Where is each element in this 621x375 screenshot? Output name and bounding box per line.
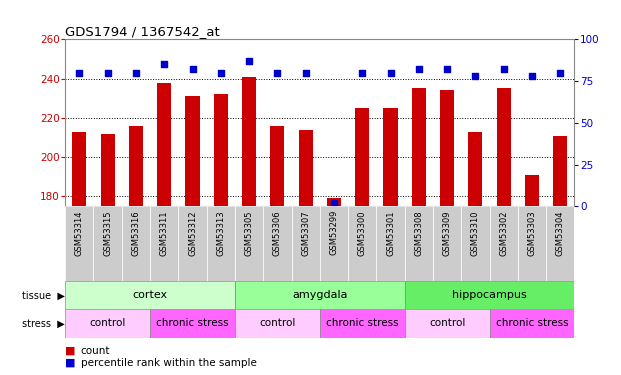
Text: GSM53315: GSM53315 bbox=[103, 210, 112, 255]
Text: GSM53301: GSM53301 bbox=[386, 210, 395, 255]
Bar bbox=[525, 175, 539, 206]
Bar bbox=[320, 206, 348, 281]
Point bbox=[131, 70, 141, 76]
Text: percentile rank within the sample: percentile rank within the sample bbox=[81, 358, 256, 368]
Text: ■: ■ bbox=[65, 358, 76, 368]
Point bbox=[301, 70, 310, 76]
Text: GSM53312: GSM53312 bbox=[188, 210, 197, 255]
Text: chronic stress: chronic stress bbox=[326, 318, 399, 328]
Bar bbox=[65, 281, 235, 309]
Bar bbox=[242, 76, 256, 206]
Bar bbox=[150, 309, 235, 338]
Bar bbox=[299, 130, 313, 206]
Bar bbox=[214, 94, 228, 206]
Text: hippocampus: hippocampus bbox=[452, 290, 527, 300]
Bar bbox=[468, 132, 483, 206]
Text: GSM53300: GSM53300 bbox=[358, 210, 367, 255]
Bar bbox=[122, 206, 150, 281]
Bar bbox=[270, 126, 284, 206]
Bar bbox=[291, 206, 320, 281]
Text: GSM53311: GSM53311 bbox=[160, 210, 169, 255]
Bar bbox=[433, 206, 461, 281]
Bar bbox=[405, 281, 574, 309]
Bar bbox=[235, 281, 405, 309]
Bar bbox=[235, 309, 320, 338]
Bar bbox=[327, 198, 341, 206]
Text: GSM53303: GSM53303 bbox=[527, 210, 537, 256]
Bar bbox=[94, 206, 122, 281]
Text: GDS1794 / 1367542_at: GDS1794 / 1367542_at bbox=[65, 25, 220, 38]
Bar bbox=[263, 206, 291, 281]
Bar bbox=[489, 206, 518, 281]
Point bbox=[216, 70, 226, 76]
Bar bbox=[101, 134, 115, 206]
Bar bbox=[150, 206, 178, 281]
Text: GSM53306: GSM53306 bbox=[273, 210, 282, 256]
Bar bbox=[405, 206, 433, 281]
Text: GSM53307: GSM53307 bbox=[301, 210, 310, 256]
Point bbox=[555, 70, 565, 76]
Point bbox=[414, 66, 424, 72]
Bar bbox=[320, 309, 405, 338]
Point bbox=[244, 58, 254, 64]
Text: control: control bbox=[89, 318, 126, 328]
Point bbox=[357, 70, 367, 76]
Text: chronic stress: chronic stress bbox=[156, 318, 229, 328]
Text: GSM53305: GSM53305 bbox=[245, 210, 253, 255]
Point bbox=[188, 66, 197, 72]
Bar bbox=[461, 206, 489, 281]
Bar bbox=[405, 309, 489, 338]
Bar bbox=[518, 206, 546, 281]
Text: ■: ■ bbox=[65, 346, 76, 355]
Bar bbox=[497, 88, 510, 206]
Text: stress  ▶: stress ▶ bbox=[22, 318, 65, 328]
Text: GSM53299: GSM53299 bbox=[330, 210, 338, 255]
Text: control: control bbox=[429, 318, 465, 328]
Bar bbox=[72, 132, 86, 206]
Point bbox=[159, 62, 169, 68]
Text: GSM53309: GSM53309 bbox=[443, 210, 451, 255]
Text: GSM53308: GSM53308 bbox=[414, 210, 424, 256]
Text: cortex: cortex bbox=[132, 290, 168, 300]
Bar bbox=[178, 206, 207, 281]
Text: GSM53313: GSM53313 bbox=[216, 210, 225, 256]
Point bbox=[499, 66, 509, 72]
Point bbox=[329, 200, 339, 206]
Bar bbox=[376, 206, 405, 281]
Bar bbox=[186, 96, 199, 206]
Bar bbox=[489, 309, 574, 338]
Bar bbox=[546, 206, 574, 281]
Point bbox=[273, 70, 283, 76]
Bar bbox=[355, 108, 369, 206]
Point bbox=[386, 70, 396, 76]
Point bbox=[527, 73, 537, 79]
Bar bbox=[129, 126, 143, 206]
Point bbox=[102, 70, 112, 76]
Bar bbox=[65, 206, 94, 281]
Point bbox=[442, 66, 452, 72]
Bar bbox=[65, 309, 150, 338]
Text: GSM53316: GSM53316 bbox=[132, 210, 140, 256]
Bar bbox=[553, 136, 568, 206]
Bar bbox=[157, 82, 171, 206]
Text: chronic stress: chronic stress bbox=[496, 318, 568, 328]
Text: GSM53314: GSM53314 bbox=[75, 210, 84, 255]
Text: GSM53310: GSM53310 bbox=[471, 210, 480, 255]
Point bbox=[471, 73, 481, 79]
Text: amygdala: amygdala bbox=[292, 290, 348, 300]
Bar bbox=[412, 88, 426, 206]
Bar bbox=[235, 206, 263, 281]
Text: control: control bbox=[259, 318, 296, 328]
Bar bbox=[383, 108, 397, 206]
Bar bbox=[207, 206, 235, 281]
Text: tissue  ▶: tissue ▶ bbox=[22, 290, 65, 300]
Point bbox=[75, 70, 84, 76]
Text: GSM53302: GSM53302 bbox=[499, 210, 508, 255]
Text: GSM53304: GSM53304 bbox=[556, 210, 564, 255]
Text: count: count bbox=[81, 346, 111, 355]
Bar bbox=[348, 206, 376, 281]
Bar bbox=[440, 90, 454, 206]
